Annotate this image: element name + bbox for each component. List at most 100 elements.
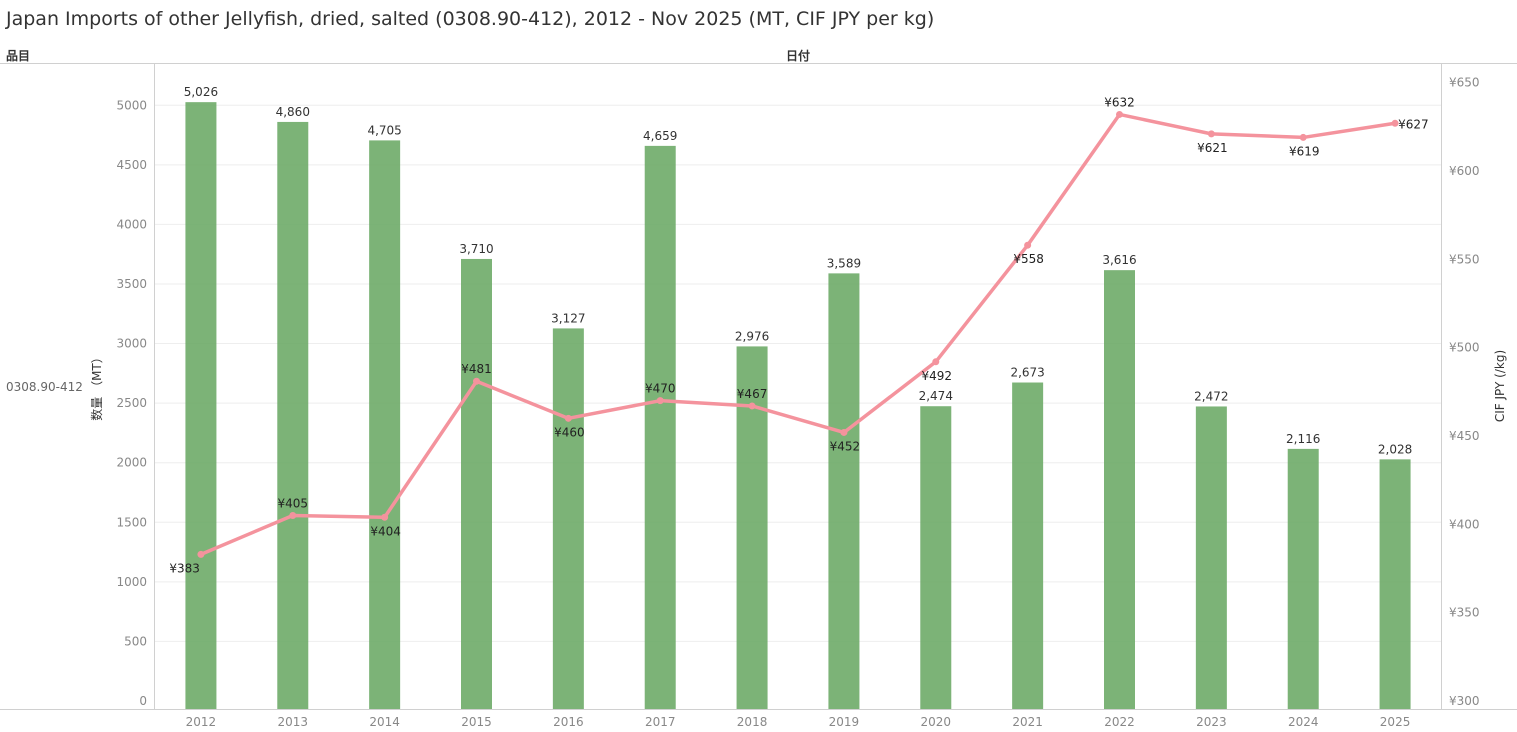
line-point [1024,241,1032,249]
bar [1379,459,1411,709]
x-tick-label: 2022 [1104,715,1135,729]
bar-label: 2,673 [1010,366,1044,380]
line-label: ¥470 [645,382,676,396]
right-axis-ticks: ¥300 ¥350 ¥400 ¥450 ¥500 ¥550 ¥600 ¥650 [1449,76,1480,708]
line-point [1391,119,1399,127]
line-point [1207,130,1215,138]
line-point [289,511,297,519]
bar [1195,406,1227,709]
x-tick-label: 2019 [829,715,860,729]
y2-tick-label: ¥450 [1449,429,1480,443]
x-tick-label: 2023 [1196,715,1227,729]
chart-title: Japan Imports of other Jellyfish, dried,… [6,8,935,30]
y2-tick-label: ¥350 [1449,606,1480,620]
bar-label: 2,474 [919,389,953,403]
y2-tick-label: ¥550 [1449,252,1480,266]
x-tick-label: 2013 [278,715,309,729]
right-axis-title: CIF JPY (/kg) [1493,350,1507,422]
line-label: ¥404 [370,524,401,538]
y2-tick-label: ¥300 [1449,694,1480,708]
line-label: ¥621 [1197,141,1228,155]
bar-label: 2,472 [1194,389,1228,403]
price-line [199,112,1397,557]
line-point [748,402,756,410]
left-axis-ticks: 0 500 1000 1500 2000 2500 3000 3500 4000 4500 5000 [116,98,147,708]
line-label: ¥460 [554,425,585,439]
y-tick-label: 5000 [116,98,147,112]
x-axis-ticks: 2012 2013 2014 2015 2016 2017 2018 2019 2020 2021… [186,715,1411,729]
gridlines [155,104,1441,642]
y2-tick-label: ¥600 [1449,164,1480,178]
y2-tick-label: ¥400 [1449,517,1480,531]
bar-label: 2,116 [1286,432,1320,446]
line-label: ¥558 [1013,252,1044,266]
line-point [840,428,848,436]
bar [461,258,492,709]
bar [369,140,401,710]
y-tick-label: 2000 [116,456,147,470]
line-label: ¥405 [278,496,309,510]
y2-tick-label: ¥650 [1449,76,1480,90]
line-point [381,513,389,521]
x-tick-label: 2015 [461,715,492,729]
line-point [473,377,480,385]
bar-label: 2,028 [1378,442,1412,456]
line-series: ¥383 ¥405 ¥404 ¥481 ¥460 ¥470 ¥467 ¥452 ¥492 ¥558… [169,95,1428,575]
line-label: ¥383 [169,561,200,575]
x-tick-label: 2012 [186,715,217,729]
y-tick-label: 1500 [116,515,147,529]
column-header-date: 日付 [786,49,811,63]
bar-series: 5,026 4,860 4,705 3,710 3,127 4,659 2,976 3,589… [184,85,1412,710]
bar-label: 4,705 [367,123,401,137]
y-tick-label: 3500 [116,277,147,291]
y2-tick-label: ¥500 [1449,341,1480,355]
bar [552,328,584,709]
bar [828,273,860,709]
x-tick-label: 2025 [1380,715,1411,729]
x-tick-label: 2020 [921,715,952,729]
line-label: ¥627 [1398,117,1429,131]
line-point [1116,110,1123,118]
line-point [1299,133,1307,141]
bar [1104,270,1135,709]
row-label: 0308.90-412 [6,380,83,394]
bar [920,406,952,709]
bar [277,121,309,709]
bar-label: 4,860 [276,105,310,119]
bar-label: 3,710 [459,242,493,256]
line-label: ¥492 [922,369,953,383]
x-tick-label: 2014 [369,715,400,729]
line-point [197,550,205,558]
y-tick-label: 2500 [116,396,147,410]
bar [1012,382,1044,709]
x-tick-label: 2021 [1012,715,1043,729]
line-point [656,397,664,405]
y-tick-label: 500 [124,634,147,648]
line-label: ¥632 [1104,95,1135,109]
x-tick-label: 2017 [645,715,676,729]
y-tick-label: 4500 [116,158,147,172]
bar-label: 3,589 [827,256,861,270]
row-header-item: 品目 [6,49,31,63]
left-axis-title: 数量 （MT） [89,351,104,421]
y-tick-label: 4000 [116,217,147,231]
x-tick-label: 2018 [737,715,768,729]
bar-label: 4,659 [643,129,677,143]
y-tick-label: 1000 [116,575,147,589]
bar [644,145,676,710]
line-label: ¥481 [461,362,492,376]
bar-label: 3,616 [1102,253,1136,267]
bar-label: 5,026 [184,85,218,99]
y-tick-label: 0 [139,694,147,708]
line-point [932,358,940,366]
y-tick-label: 3000 [116,337,147,351]
bar [185,102,217,709]
line-label: ¥467 [737,387,768,401]
bar-label: 2,976 [735,329,769,343]
line-label: ¥452 [830,439,861,453]
bar-label: 3,127 [551,311,585,325]
line-point [564,414,572,422]
x-tick-label: 2024 [1288,715,1319,729]
line-label: ¥619 [1289,144,1320,158]
